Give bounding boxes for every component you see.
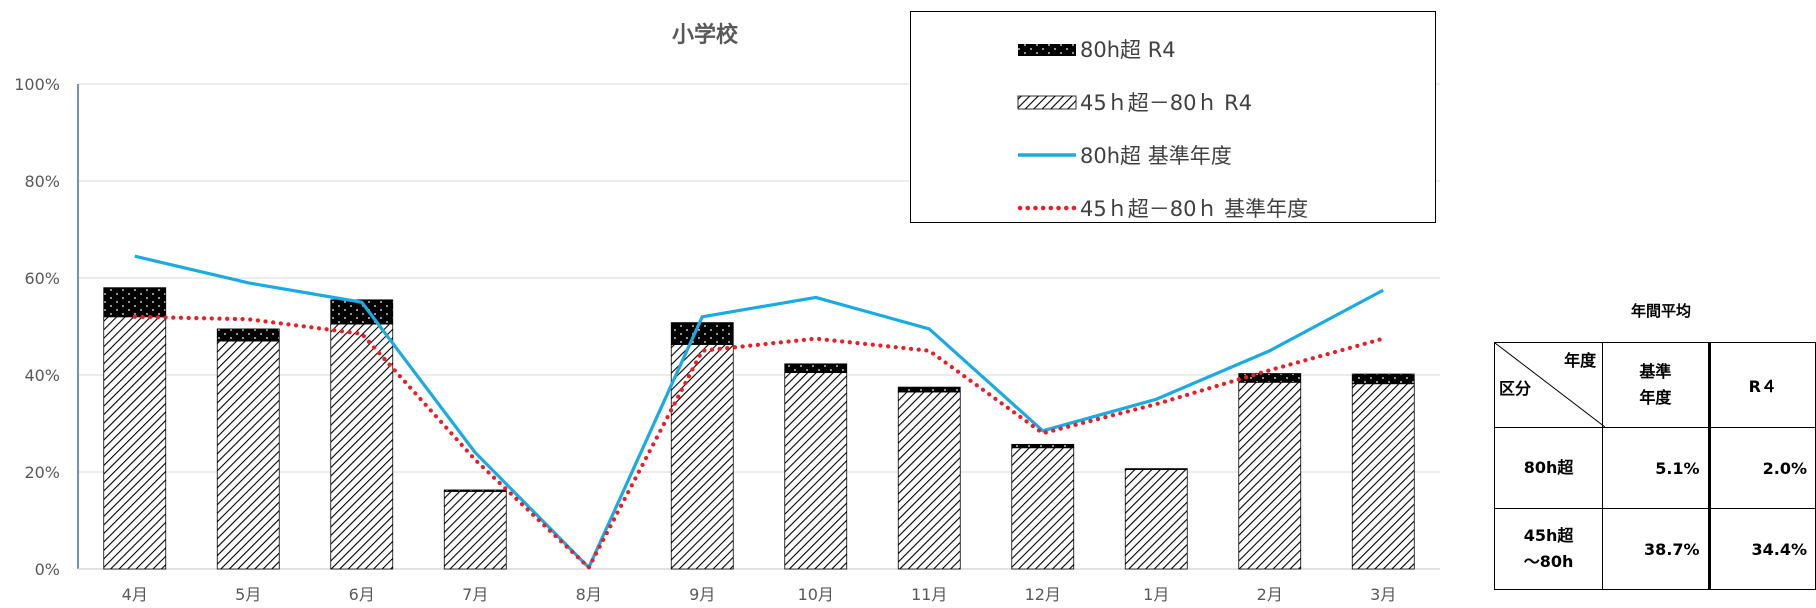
legend-label: 80h超 基準年度 (1080, 144, 1232, 168)
bar-80h-r4 (216, 328, 280, 342)
header-base-line1: 基準 (1639, 362, 1672, 381)
x-tick-label: 8月 (576, 585, 602, 604)
header-base-line2: 年度 (1639, 388, 1672, 407)
x-tick-label: 5月 (235, 585, 261, 604)
cell-45h-base: 38.7% (1602, 508, 1710, 590)
legend-label: 45ｈ超－80ｈ R4 (1080, 91, 1253, 115)
bar-80h-r4 (443, 489, 507, 492)
legend-item-80h-base: 80h超 基準年度 (1016, 143, 1232, 168)
legend-label: 80h超 R4 (1080, 38, 1176, 62)
bar-45h-80h-r4 (1011, 447, 1075, 570)
diagonal-line (1495, 343, 1605, 427)
bar-80h-r4 (1351, 373, 1415, 385)
legend-swatch-hatched (1017, 95, 1077, 110)
row-label-line2: ～80h (1523, 552, 1574, 571)
legend-swatch-dotted-black (1018, 44, 1076, 56)
legend-item-45h-r4: 45ｈ超－80ｈ R4 (1016, 90, 1253, 115)
x-tick-label: 7月 (462, 585, 488, 604)
corner-label-category: 区分 (1499, 379, 1532, 398)
row-label-line1: 80h超 (1523, 458, 1574, 477)
row-label-line1: 45h超 (1523, 526, 1574, 545)
bar-45h-80h-r4 (443, 490, 507, 570)
bar-80h-r4 (1124, 468, 1188, 470)
x-tick-label: 1月 (1143, 585, 1169, 604)
legend-label: 45ｈ超－80ｈ 基準年度 (1080, 197, 1309, 221)
legend: 80h超 R4 45ｈ超－80ｈ R4 80h超 基準年度 45ｈ超－80ｈ 基… (910, 11, 1436, 223)
cell-80h-base: 5.1% (1602, 427, 1710, 509)
chart-title: 小学校 (672, 22, 739, 48)
corner-label-year: 年度 (1564, 351, 1597, 370)
y-tick-label: 60% (24, 269, 60, 288)
bar-45h-80h-r4 (897, 391, 961, 570)
x-tick-label: 2月 (1257, 585, 1283, 604)
x-tick-label: 6月 (349, 585, 375, 604)
cell-80h-r4: 2.0% (1707, 427, 1816, 509)
bar-45h-80h-r4 (670, 344, 734, 570)
annual-average-table: 年度 区分 基準 年度 R４ 80h超 5.1% 2.0% 45h超 ～80h … (1493, 342, 1816, 590)
x-tick-label: 10月 (798, 585, 834, 604)
bar-45h-80h-r4 (1238, 381, 1302, 570)
y-tick-label: 20% (24, 463, 60, 482)
bar-80h-r4 (784, 363, 848, 373)
bar-45h-80h-r4 (1351, 383, 1415, 570)
bar-45h-80h-r4 (330, 323, 394, 570)
row-label-80h: 80h超 (1493, 427, 1604, 509)
header-r4: R４ (1707, 342, 1816, 428)
header-base-year: 基準 年度 (1602, 342, 1710, 428)
x-tick-label: 12月 (1025, 585, 1061, 604)
x-tick-label: 3月 (1370, 585, 1396, 604)
bar-45h-80h-r4 (784, 372, 848, 570)
y-tick-label: 0% (35, 560, 60, 579)
bar-45h-80h-r4 (216, 340, 280, 570)
x-tick-label: 9月 (689, 585, 715, 604)
bar-80h-r4 (1011, 443, 1075, 449)
bar-80h-r4 (103, 287, 167, 318)
legend-swatch-red-dotted-line (1017, 205, 1078, 211)
x-tick-label: 4月 (122, 585, 148, 604)
line-80h-base-year (134, 254, 1385, 570)
annual-average-title: 年間平均 (1630, 302, 1691, 320)
bar-80h-r4 (670, 322, 734, 345)
cell-45h-r4: 34.4% (1707, 508, 1816, 590)
bar-80h-r4 (330, 299, 394, 325)
x-tick-label: 11月 (911, 585, 947, 604)
legend-swatch-blue-line (1018, 153, 1076, 157)
legend-item-45h-base: 45ｈ超－80ｈ 基準年度 (1016, 196, 1309, 221)
bar-80h-r4 (897, 386, 961, 393)
legend-item-80h-r4: 80h超 R4 (1016, 37, 1176, 62)
table-corner-cell: 年度 区分 (1493, 342, 1605, 428)
bar-45h-80h-r4 (103, 316, 167, 570)
y-tick-label: 40% (24, 366, 60, 385)
row-label-45h-80h: 45h超 ～80h (1493, 508, 1604, 590)
bar-45h-80h-r4 (1124, 469, 1188, 570)
y-tick-label: 100% (14, 75, 60, 94)
line-45h-80h-base-year (132, 314, 1386, 570)
y-tick-label: 80% (24, 172, 60, 191)
